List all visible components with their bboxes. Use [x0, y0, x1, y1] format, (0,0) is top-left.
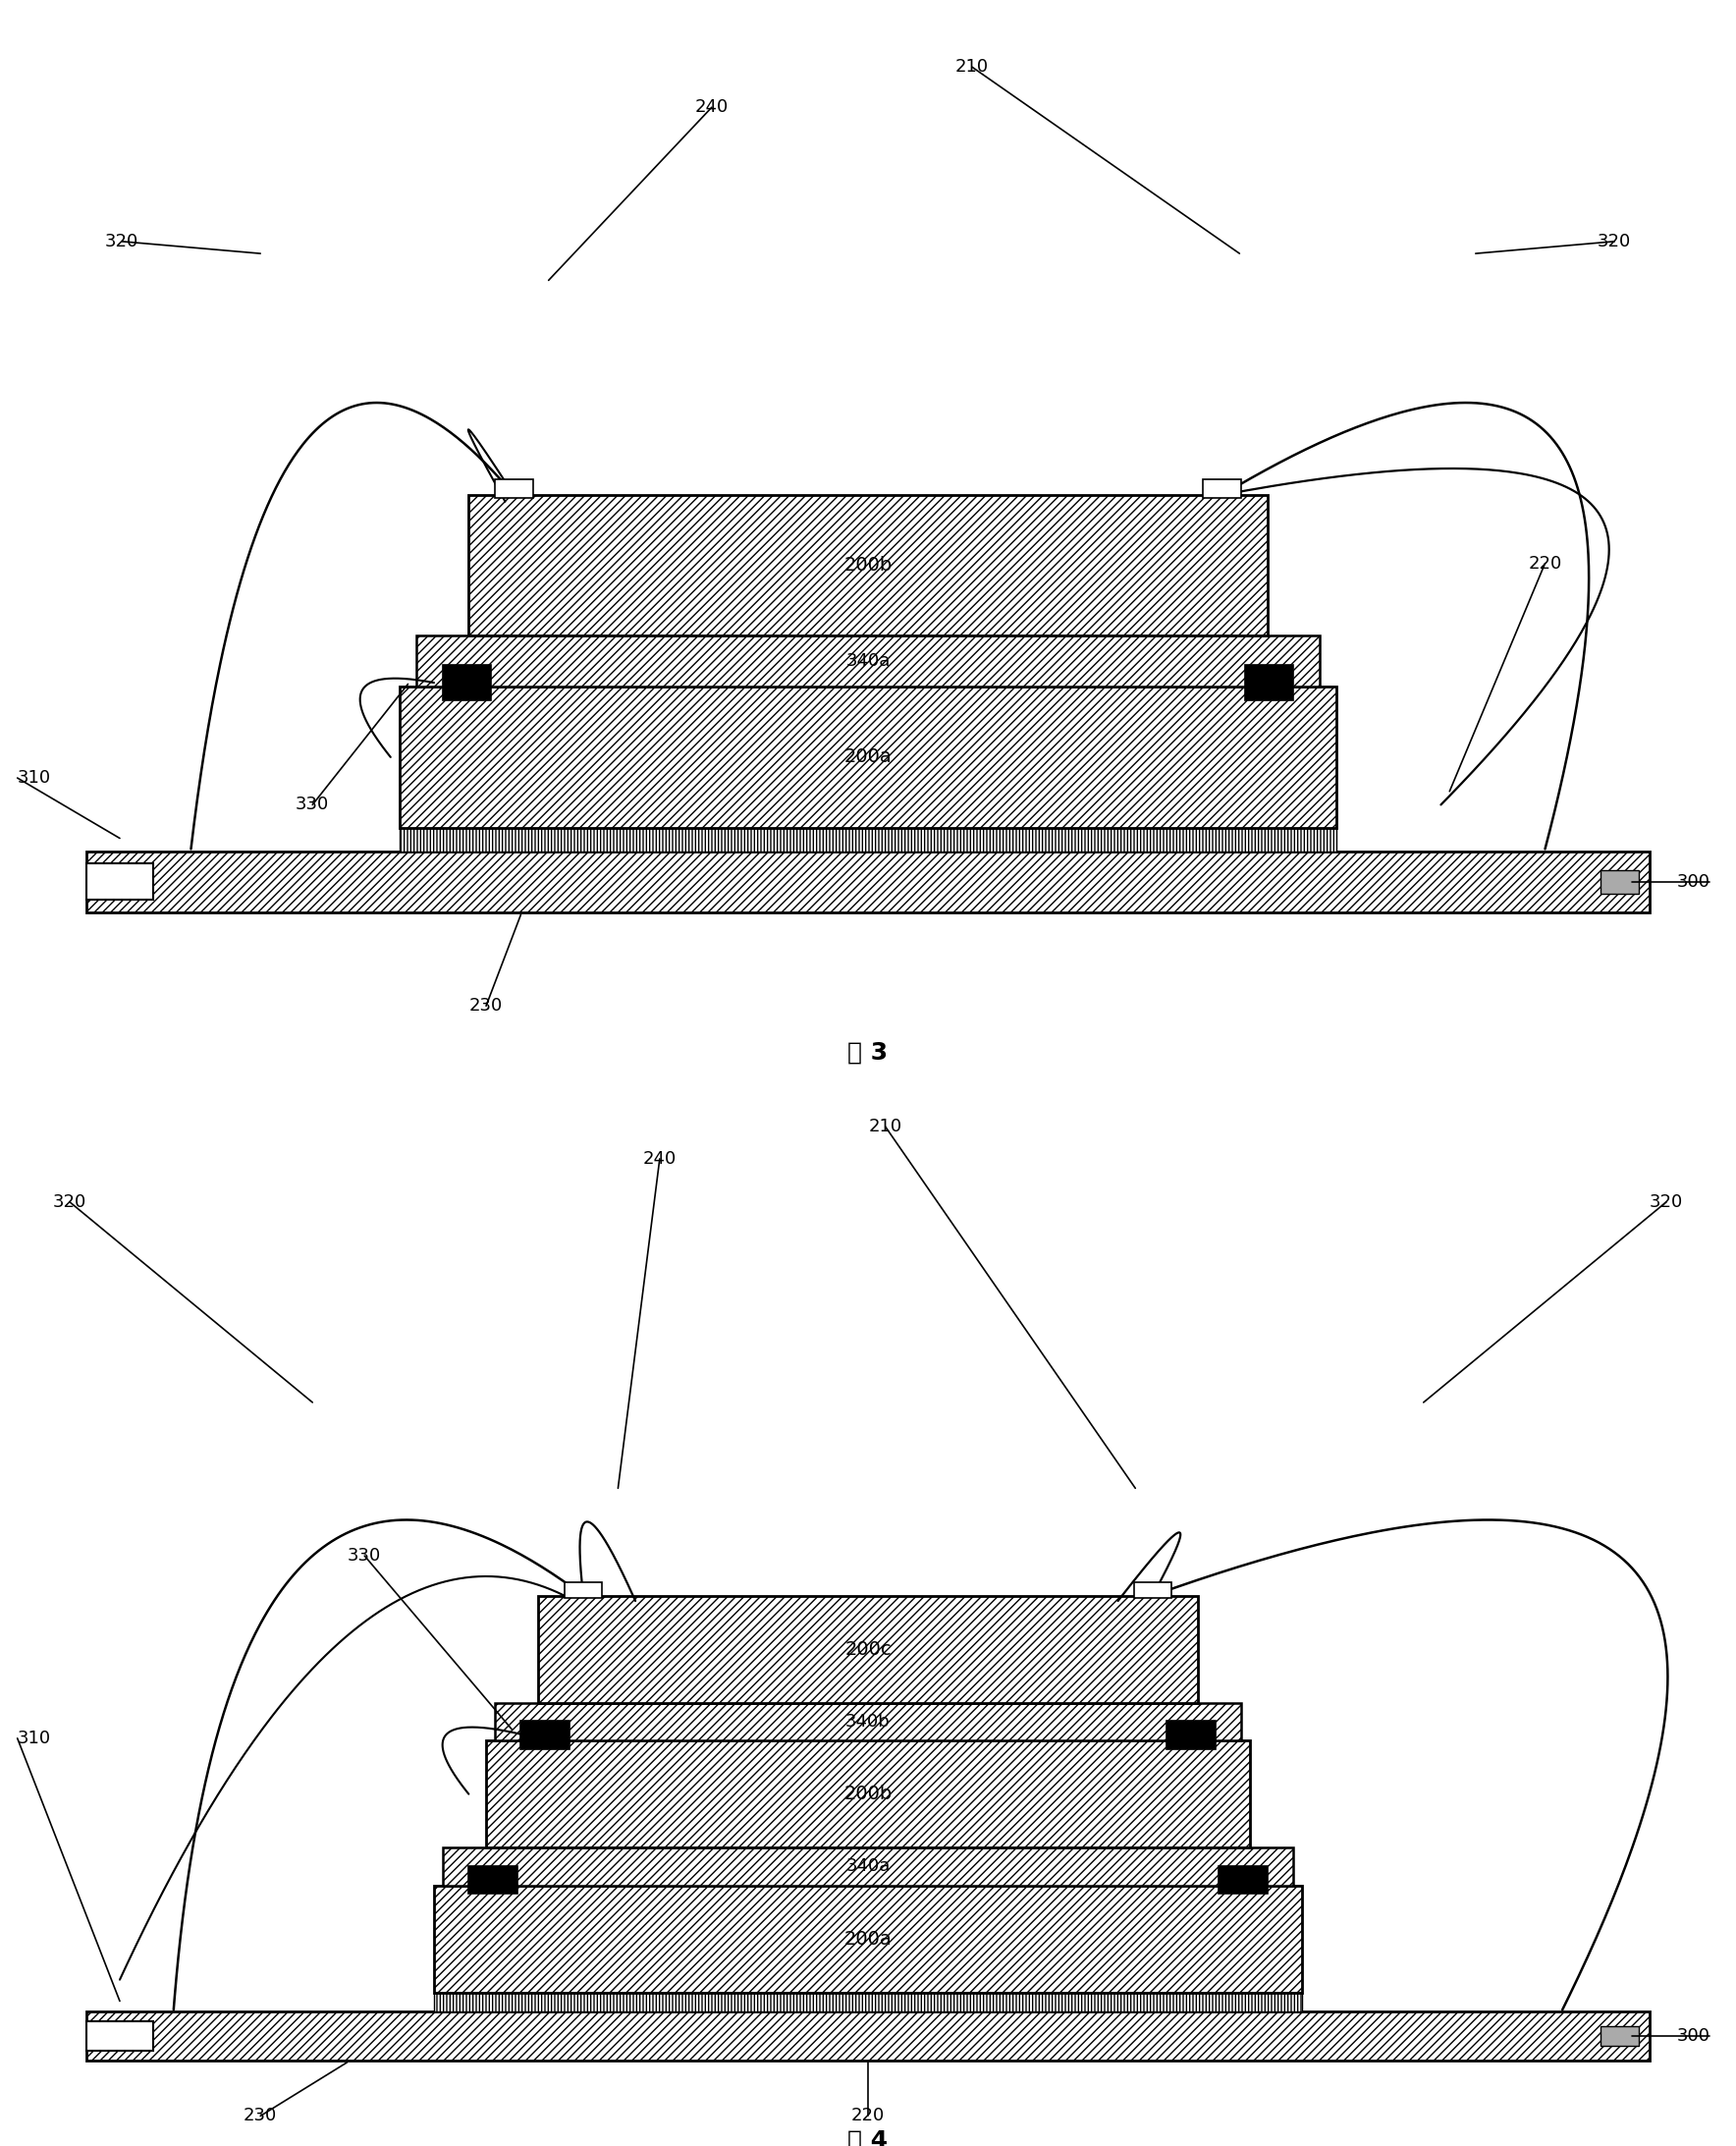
Bar	[495, 1704, 1241, 1740]
Text: 200a: 200a	[844, 1929, 892, 1949]
Text: 330: 330	[347, 1547, 382, 1564]
Text: 210: 210	[868, 1118, 903, 1135]
Bar	[1601, 2026, 1639, 2045]
Text: 340b: 340b	[845, 1713, 891, 1730]
Text: 200b: 200b	[844, 556, 892, 575]
Bar	[87, 863, 153, 899]
Bar	[469, 1867, 517, 1895]
Text: 210: 210	[955, 58, 990, 75]
Bar	[434, 1991, 1302, 2013]
Text: 240: 240	[694, 99, 729, 116]
Bar	[1203, 479, 1241, 498]
Bar	[399, 828, 1337, 852]
Text: 230: 230	[469, 998, 503, 1015]
Text: 320: 320	[52, 1193, 87, 1210]
Bar	[469, 496, 1267, 635]
Bar	[1219, 1867, 1267, 1895]
Bar	[443, 1848, 1293, 1886]
Bar	[87, 2013, 1649, 2060]
Bar	[1601, 869, 1639, 895]
Text: 300: 300	[1677, 2028, 1710, 2045]
Text: 220: 220	[851, 2107, 885, 2125]
Bar	[417, 635, 1319, 687]
Bar	[564, 1584, 602, 1597]
Bar	[399, 687, 1337, 828]
Text: 300: 300	[1677, 873, 1710, 891]
Text: 图 4: 图 4	[847, 2129, 889, 2146]
Text: 200a: 200a	[844, 747, 892, 766]
Text: 200b: 200b	[844, 1785, 892, 1803]
Bar	[538, 1597, 1198, 1704]
Text: 330: 330	[295, 796, 330, 813]
Bar	[1167, 1721, 1215, 1749]
Text: 310: 310	[17, 1730, 50, 1747]
Bar	[87, 852, 1649, 912]
Text: 240: 240	[642, 1150, 677, 1167]
Text: 200c: 200c	[845, 1640, 891, 1659]
Bar	[486, 1740, 1250, 1848]
Text: 230: 230	[243, 2107, 278, 2125]
Text: 320: 320	[104, 232, 139, 251]
Text: 320: 320	[1649, 1193, 1684, 1210]
Text: 340a: 340a	[845, 1858, 891, 1876]
Text: 310: 310	[17, 768, 50, 788]
Bar	[1134, 1584, 1172, 1597]
Bar	[1245, 665, 1293, 700]
Bar	[443, 665, 491, 700]
Bar	[521, 1721, 569, 1749]
Bar	[495, 479, 533, 498]
Text: 220: 220	[1528, 554, 1562, 573]
Text: 320: 320	[1597, 232, 1632, 251]
Text: 图 3: 图 3	[847, 1041, 889, 1064]
Text: 340a: 340a	[845, 652, 891, 670]
Bar	[87, 2022, 153, 2052]
Bar	[434, 1886, 1302, 1991]
